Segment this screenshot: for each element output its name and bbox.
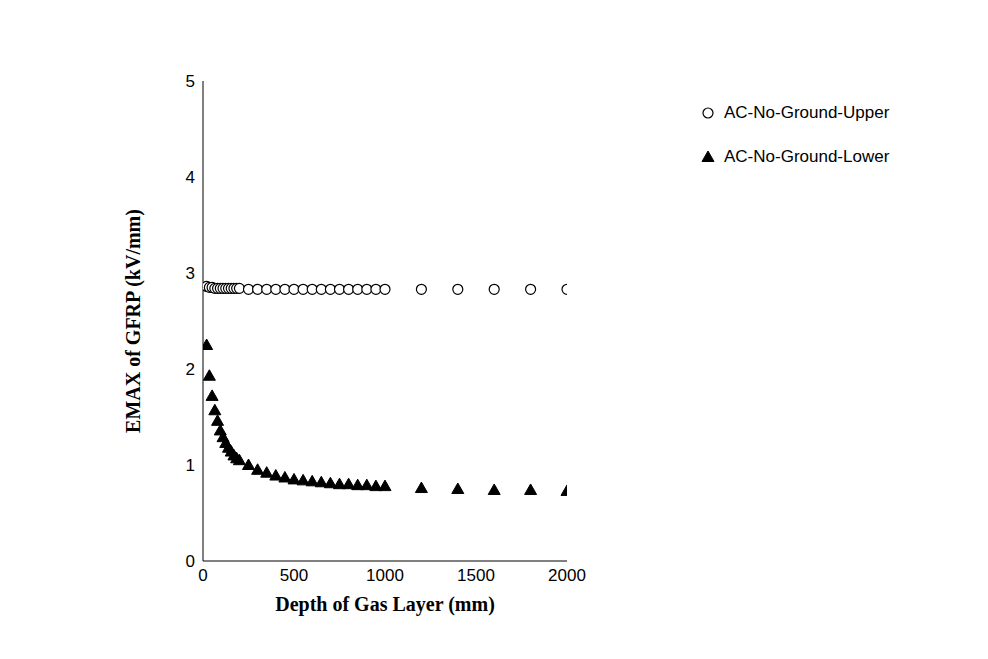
- svg-text:Depth of Gas Layer (mm): Depth of Gas Layer (mm): [275, 593, 495, 616]
- svg-text:5: 5: [186, 72, 195, 91]
- svg-text:1000: 1000: [366, 566, 404, 585]
- html-text:AC-No-Ground-Upper: AC-No-Ground-Upper: [724, 103, 890, 122]
- svg-text:0: 0: [198, 566, 207, 585]
- svg-text:2: 2: [186, 360, 195, 379]
- svg-text:1500: 1500: [457, 566, 495, 585]
- svg-text:EMAX of GFRP (kV/mm): EMAX of GFRP (kV/mm): [122, 209, 145, 433]
- svg-text:3: 3: [186, 264, 195, 283]
- svg-text:4: 4: [186, 168, 195, 187]
- svg-text:2000: 2000: [548, 566, 586, 585]
- svg-text:0: 0: [186, 552, 195, 571]
- svg-text:500: 500: [280, 566, 308, 585]
- html-text:AC-No-Ground-Lower: AC-No-Ground-Lower: [724, 147, 890, 166]
- svg-text:1: 1: [186, 456, 195, 475]
